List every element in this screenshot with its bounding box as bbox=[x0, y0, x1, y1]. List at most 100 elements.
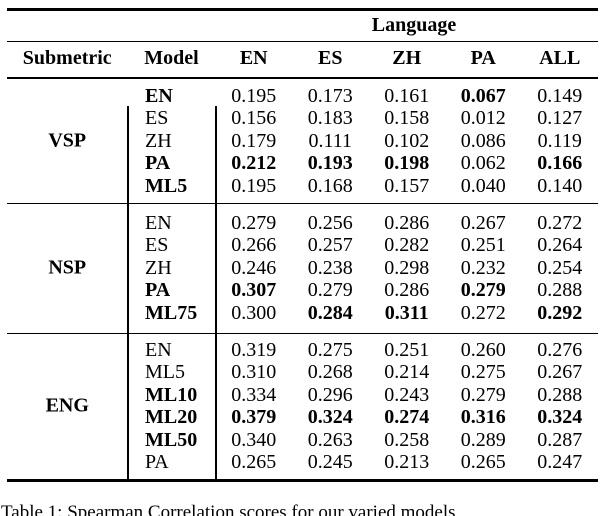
value-cell: 0.267 bbox=[537, 361, 583, 383]
table-row: ES 0.156 0.183 0.158 0.012 0.127 bbox=[7, 107, 598, 130]
value-cell: 0.274 bbox=[384, 406, 430, 428]
value-cell: 0.264 bbox=[537, 234, 583, 257]
value-cell: 0.260 bbox=[460, 338, 506, 361]
value-cell: 0.149 bbox=[537, 84, 583, 107]
value-cell: 0.287 bbox=[537, 428, 583, 451]
value-cell: 0.298 bbox=[384, 256, 430, 279]
value-cell: 0.288 bbox=[537, 383, 583, 406]
table-row: PA 0.212 0.193 0.198 0.062 0.166 bbox=[7, 152, 598, 175]
header-submetric: Submetric bbox=[22, 46, 112, 69]
value-cell: 0.275 bbox=[460, 361, 506, 383]
model-cell: ML5 bbox=[145, 174, 188, 197]
value-cell: 0.119 bbox=[537, 129, 582, 152]
value-cell: 0.238 bbox=[307, 256, 353, 279]
value-cell: 0.265 bbox=[231, 451, 277, 473]
model-cell: ML75 bbox=[145, 301, 198, 324]
value-cell: 0.265 bbox=[460, 451, 506, 473]
value-cell: 0.300 bbox=[231, 301, 277, 324]
model-cell: ZH bbox=[145, 129, 172, 152]
value-cell: 0.334 bbox=[231, 383, 277, 406]
value-cell: 0.173 bbox=[307, 84, 353, 107]
table-row: EN 0.319 0.275 0.251 0.260 0.276 bbox=[7, 339, 598, 362]
table-row: PA 0.265 0.245 0.213 0.265 0.247 bbox=[7, 451, 598, 474]
value-cell: 0.272 bbox=[460, 301, 506, 324]
value-cell: 0.268 bbox=[307, 361, 353, 383]
value-cell: 0.243 bbox=[384, 383, 430, 406]
value-cell: 0.156 bbox=[231, 107, 277, 130]
table-row: PA 0.307 0.279 0.286 0.279 0.288 bbox=[7, 279, 598, 302]
table-row: ZH 0.179 0.111 0.102 0.086 0.119 bbox=[7, 130, 598, 153]
value-cell: 0.282 bbox=[384, 234, 430, 257]
model-cell: ML20 bbox=[145, 406, 198, 428]
model-cell: EN bbox=[145, 338, 172, 361]
model-cell: EN bbox=[145, 84, 173, 107]
value-cell: 0.307 bbox=[231, 279, 277, 302]
value-cell: 0.245 bbox=[307, 451, 353, 473]
model-cell: ML50 bbox=[145, 428, 198, 451]
submetric-label: NSP bbox=[48, 256, 87, 279]
table-row: ML5 0.310 0.268 0.214 0.275 0.267 bbox=[7, 361, 598, 384]
value-cell: 0.288 bbox=[537, 279, 583, 302]
model-cell: ML10 bbox=[145, 383, 198, 406]
table-header-row: Submetric Model EN ES ZH PA ALL bbox=[7, 46, 598, 70]
value-cell: 0.379 bbox=[231, 406, 277, 428]
value-cell: 0.256 bbox=[307, 211, 353, 234]
value-cell: 0.319 bbox=[231, 338, 277, 361]
header-lang-pa: PA bbox=[470, 46, 496, 69]
value-cell: 0.267 bbox=[460, 211, 506, 234]
table-row: ML75 0.300 0.284 0.311 0.272 0.292 bbox=[7, 302, 598, 325]
value-cell: 0.198 bbox=[384, 152, 430, 175]
table-row: ML50 0.340 0.263 0.258 0.289 0.287 bbox=[7, 429, 598, 452]
value-cell: 0.166 bbox=[537, 152, 583, 175]
value-cell: 0.275 bbox=[307, 338, 353, 361]
table-row: EN 0.195 0.173 0.161 0.067 0.149 bbox=[7, 85, 598, 108]
value-cell: 0.193 bbox=[307, 152, 353, 175]
column-spanner-language: Language bbox=[371, 13, 457, 36]
vertical-divider-model-values bbox=[215, 106, 217, 480]
value-cell: 0.316 bbox=[460, 406, 506, 428]
value-cell: 0.062 bbox=[460, 152, 506, 175]
value-cell: 0.111 bbox=[308, 129, 352, 152]
value-cell: 0.212 bbox=[231, 152, 277, 175]
table-caption: Table 1: Spearman Correlation scores for… bbox=[1, 502, 456, 516]
table-row: ES 0.266 0.257 0.282 0.251 0.264 bbox=[7, 234, 598, 257]
value-cell: 0.276 bbox=[537, 338, 583, 361]
value-cell: 0.157 bbox=[384, 174, 430, 197]
value-cell: 0.140 bbox=[537, 174, 583, 197]
value-cell: 0.213 bbox=[384, 451, 430, 473]
table-row: EN 0.279 0.256 0.286 0.267 0.272 bbox=[7, 212, 598, 235]
table-section-eng: ENG EN 0.319 0.275 0.251 0.260 0.276 ML5 0.310 0.… bbox=[7, 333, 598, 479]
value-cell: 0.279 bbox=[460, 383, 506, 406]
value-cell: 0.232 bbox=[460, 256, 506, 279]
header-model: Model bbox=[144, 46, 199, 69]
value-cell: 0.102 bbox=[384, 129, 430, 152]
value-cell: 0.246 bbox=[231, 256, 277, 279]
value-cell: 0.286 bbox=[384, 279, 430, 302]
value-cell: 0.158 bbox=[384, 107, 430, 130]
value-cell: 0.279 bbox=[307, 279, 353, 302]
value-cell: 0.161 bbox=[384, 84, 430, 107]
header-lang-all: ALL bbox=[539, 46, 581, 69]
value-cell: 0.286 bbox=[384, 211, 430, 234]
table-row: ZH 0.246 0.238 0.298 0.232 0.254 bbox=[7, 257, 598, 280]
value-cell: 0.214 bbox=[384, 361, 430, 383]
value-cell: 0.289 bbox=[460, 428, 506, 451]
value-cell: 0.292 bbox=[537, 301, 583, 324]
table-top-rule bbox=[7, 8, 598, 11]
value-cell: 0.311 bbox=[384, 301, 429, 324]
rule-between-nsp-eng bbox=[7, 332, 598, 334]
value-cell: 0.251 bbox=[460, 234, 506, 257]
table-row: ML10 0.334 0.296 0.243 0.279 0.288 bbox=[7, 384, 598, 407]
table-section-vsp: VSP EN 0.195 0.173 0.161 0.067 0.149 ES 0.156 0.1… bbox=[7, 79, 598, 203]
rule-under-spanner bbox=[7, 40, 598, 43]
value-cell: 0.195 bbox=[231, 174, 277, 197]
value-cell: 0.279 bbox=[460, 279, 506, 302]
value-cell: 0.012 bbox=[460, 107, 506, 130]
value-cell: 0.247 bbox=[537, 451, 583, 473]
value-cell: 0.284 bbox=[307, 301, 353, 324]
header-lang-zh: ZH bbox=[392, 46, 422, 69]
table-row: ML5 0.195 0.168 0.157 0.040 0.140 bbox=[7, 175, 598, 198]
value-cell: 0.257 bbox=[307, 234, 353, 257]
value-cell: 0.279 bbox=[231, 211, 277, 234]
